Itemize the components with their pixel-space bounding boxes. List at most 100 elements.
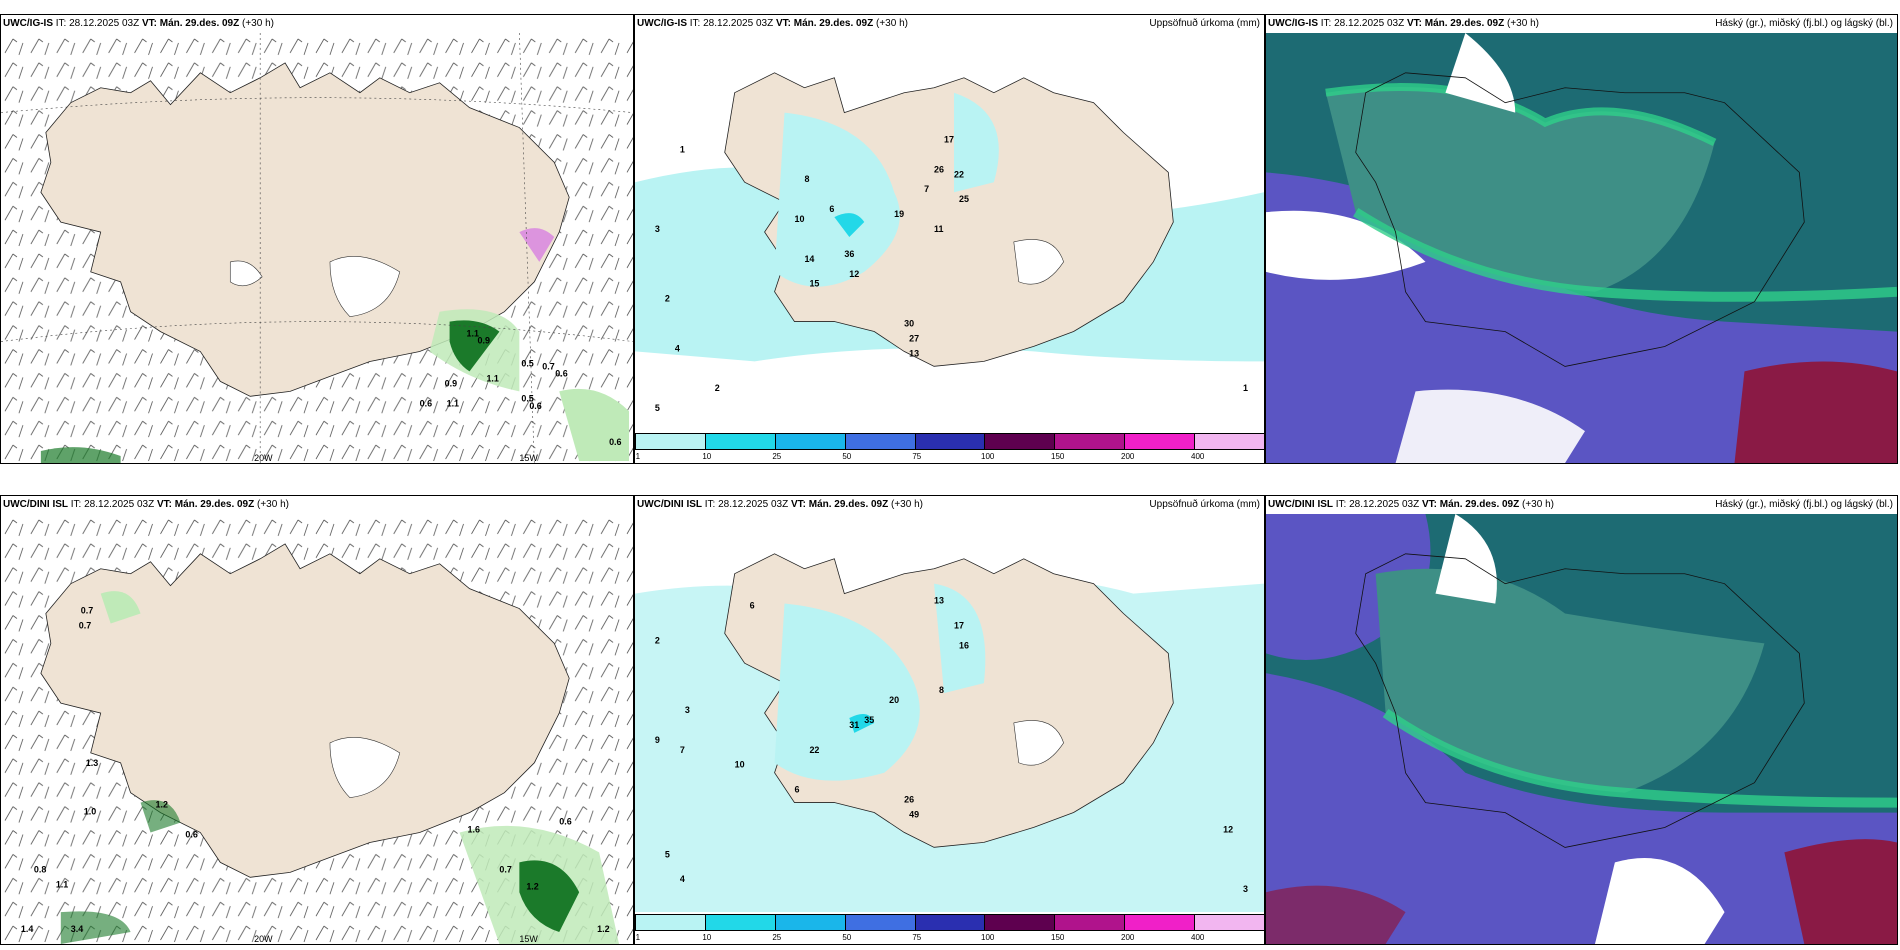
svg-text:19: 19 [894, 209, 904, 219]
svg-text:1.4: 1.4 [21, 924, 33, 934]
lon-label-20w: 20W [254, 453, 273, 463]
svg-text:13: 13 [934, 596, 944, 606]
svg-text:36: 36 [844, 249, 854, 259]
svg-text:15W: 15W [519, 934, 538, 944]
product-title: Háský (gr.), miðský (fj.bl.) og lágský (… [1715, 499, 1893, 510]
svg-text:1.2: 1.2 [526, 881, 538, 891]
panel-header: UWC/IG-IS IT: 28.12.2025 03Z VT: Mán. 29… [637, 18, 908, 29]
wind-gust-labels: 0.7 0.7 1.3 1.0 1.2 0.6 0.8 1.1 1.4 3.4 … [21, 606, 610, 935]
svg-text:31: 31 [849, 720, 859, 730]
svg-text:1: 1 [680, 144, 685, 154]
svg-text:14: 14 [804, 254, 814, 264]
svg-text:15: 15 [809, 279, 819, 289]
svg-text:49: 49 [909, 809, 919, 819]
svg-text:3: 3 [685, 705, 690, 715]
precip-colorbar: 1 10 25 50 75 100 150 200 400 [635, 914, 1264, 944]
svg-text:2: 2 [655, 635, 660, 645]
panel-header: UWC/DINI ISL IT: 28.12.2025 03Z VT: Mán.… [637, 499, 923, 510]
svg-text:27: 27 [909, 333, 919, 343]
svg-text:8: 8 [804, 174, 809, 184]
panel-dini-precip: UWC/DINI ISL IT: 28.12.2025 03Z VT: Mán.… [634, 495, 1265, 945]
svg-text:3: 3 [1243, 884, 1248, 894]
svg-text:0.6: 0.6 [559, 817, 571, 827]
svg-text:22: 22 [954, 169, 964, 179]
svg-text:1.1: 1.1 [447, 398, 459, 408]
svg-text:6: 6 [750, 601, 755, 611]
svg-text:17: 17 [944, 134, 954, 144]
precip-colorbar: 1 10 25 50 75 100 150 200 400 [635, 433, 1264, 463]
svg-text:13: 13 [909, 348, 919, 358]
svg-text:1.3: 1.3 [86, 758, 98, 768]
panel-ig-cloud: UWC/IG-IS IT: 28.12.2025 03Z VT: Mán. 29… [1265, 14, 1898, 464]
svg-text:26: 26 [904, 795, 914, 805]
panel-header: UWC/IG-IS IT: 28.12.2025 03Z VT: Mán. 29… [1268, 18, 1539, 29]
map-dini-wind: 0.7 0.7 1.3 1.0 1.2 0.6 0.8 1.1 1.4 3.4 … [1, 514, 633, 944]
svg-text:1.2: 1.2 [156, 800, 168, 810]
svg-text:1.6: 1.6 [468, 825, 480, 835]
svg-text:20W: 20W [254, 934, 273, 944]
svg-text:10: 10 [735, 760, 745, 770]
svg-text:16: 16 [959, 640, 969, 650]
svg-text:30: 30 [904, 319, 914, 329]
svg-text:6: 6 [829, 204, 834, 214]
svg-text:25: 25 [959, 194, 969, 204]
svg-text:0.8: 0.8 [34, 864, 46, 874]
panel-header: UWC/DINI ISL IT: 28.12.2025 03Z VT: Mán.… [1268, 499, 1554, 510]
svg-text:10: 10 [794, 214, 804, 224]
svg-text:7: 7 [924, 184, 929, 194]
valid-time: Mán. 29.des. 09Z [159, 18, 240, 29]
svg-text:26: 26 [934, 164, 944, 174]
svg-text:4: 4 [680, 874, 685, 884]
svg-text:0.9: 0.9 [445, 378, 457, 388]
lead-time: (+30 h) [242, 18, 274, 29]
svg-text:3.4: 3.4 [71, 924, 83, 934]
svg-text:12: 12 [849, 269, 859, 279]
panel-dini-cloud: UWC/DINI ISL IT: 28.12.2025 03Z VT: Mán.… [1265, 495, 1898, 945]
svg-text:4: 4 [675, 343, 680, 353]
svg-text:0.7: 0.7 [79, 620, 91, 630]
svg-text:0.7: 0.7 [542, 361, 554, 371]
svg-text:8: 8 [939, 685, 944, 695]
svg-text:5: 5 [655, 403, 660, 413]
svg-text:20: 20 [889, 695, 899, 705]
svg-text:1.1: 1.1 [486, 373, 498, 383]
precip-labels: 2 6 3 10 31 35 20 22 26 49 13 17 16 8 9 … [655, 596, 1248, 895]
svg-text:0.9: 0.9 [477, 336, 489, 346]
map-ig-wind: 1.1 0.9 0.9 0.6 1.1 1.1 0.5 0.7 0.6 0.5 … [1, 33, 633, 463]
svg-text:1.1: 1.1 [467, 329, 479, 339]
svg-text:9: 9 [655, 735, 660, 745]
svg-text:6: 6 [794, 785, 799, 795]
svg-text:1.2: 1.2 [597, 924, 609, 934]
issue-time: 28.12.2025 03Z [69, 18, 140, 29]
svg-text:0.7: 0.7 [81, 606, 93, 616]
svg-text:0.5: 0.5 [521, 393, 533, 403]
product-title: Uppsöfnuð úrkoma (mm) [1149, 499, 1260, 510]
iceland-land [40, 62, 570, 397]
svg-text:0.6: 0.6 [609, 437, 621, 447]
map-dini-precip: 2 6 3 10 31 35 20 22 26 49 13 17 16 8 9 … [635, 514, 1264, 912]
svg-text:11: 11 [934, 224, 943, 234]
panel-dini-wind: UWC/DINI ISL IT: 28.12.2025 03Z VT: Mán.… [0, 495, 634, 945]
svg-text:2: 2 [665, 294, 670, 304]
panel-ig-wind: UWC/IG-IS IT: 28.12.2025 03Z VT: Mán. 29… [0, 14, 634, 464]
wind-map-svg: 1.1 0.9 0.9 0.6 1.1 1.1 0.5 0.7 0.6 0.5 … [1, 33, 633, 463]
svg-text:2: 2 [715, 383, 720, 393]
svg-text:7: 7 [680, 745, 685, 755]
panel-header: UWC/IG-IS IT: 28.12.2025 03Z VT: Mán. 29… [3, 18, 274, 29]
svg-text:0.6: 0.6 [555, 368, 567, 378]
svg-text:17: 17 [954, 620, 964, 630]
product-title: Háský (gr.), miðský (fj.bl.) og lágský (… [1715, 18, 1893, 29]
svg-text:0.5: 0.5 [521, 358, 533, 368]
panel-header: UWC/DINI ISL IT: 28.12.2025 03Z VT: Mán.… [3, 499, 289, 510]
svg-text:22: 22 [809, 745, 819, 755]
svg-text:12: 12 [1223, 824, 1233, 834]
panel-ig-precip: UWC/IG-IS IT: 28.12.2025 03Z VT: Mán. 29… [634, 14, 1265, 464]
svg-text:1.0: 1.0 [84, 807, 96, 817]
svg-text:0.6: 0.6 [185, 830, 197, 840]
wind-gust-labels: 1.1 0.9 0.9 0.6 1.1 1.1 0.5 0.7 0.6 0.5 … [420, 329, 622, 447]
precip-labels: 3 2 1 8 6 10 14 15 12 36 19 11 7 17 26 2… [655, 134, 1248, 413]
svg-text:35: 35 [864, 715, 874, 725]
product-title: Uppsöfnuð úrkoma (mm) [1149, 18, 1260, 29]
svg-text:3: 3 [655, 224, 660, 234]
svg-text:0.7: 0.7 [499, 864, 511, 874]
